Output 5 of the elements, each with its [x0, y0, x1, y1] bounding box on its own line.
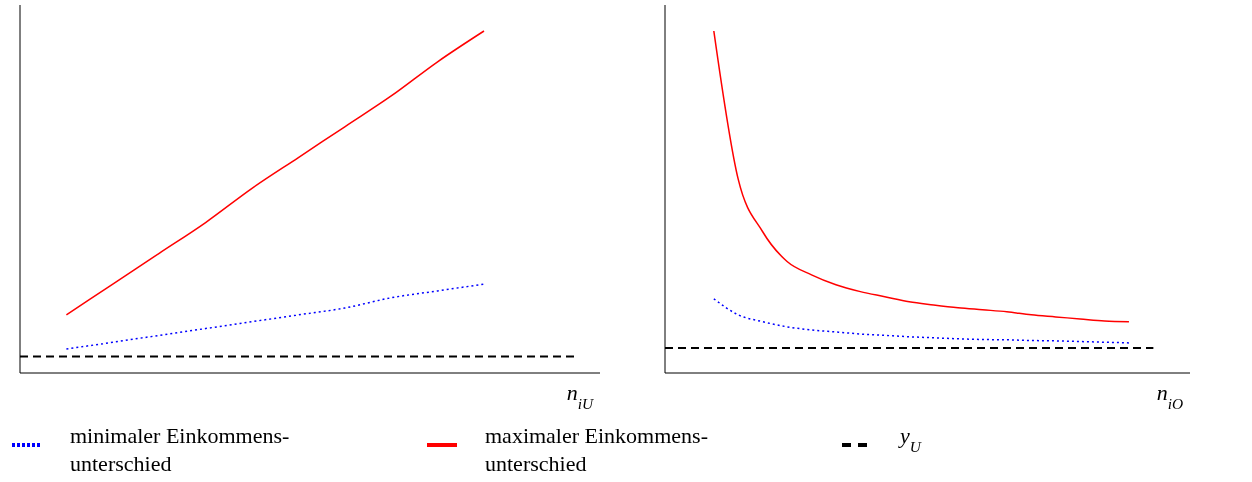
x-axis-title: n$_{iO}$: [1156, 380, 1184, 412]
x-axis-title: n$_{iU}$: [566, 380, 595, 412]
legend-label: maximaler Einkommens-unterschied: [485, 423, 708, 476]
legend-label: minimaler Einkommens-unterschied: [70, 423, 290, 476]
legend-label: y$_{U}$: [898, 423, 922, 455]
